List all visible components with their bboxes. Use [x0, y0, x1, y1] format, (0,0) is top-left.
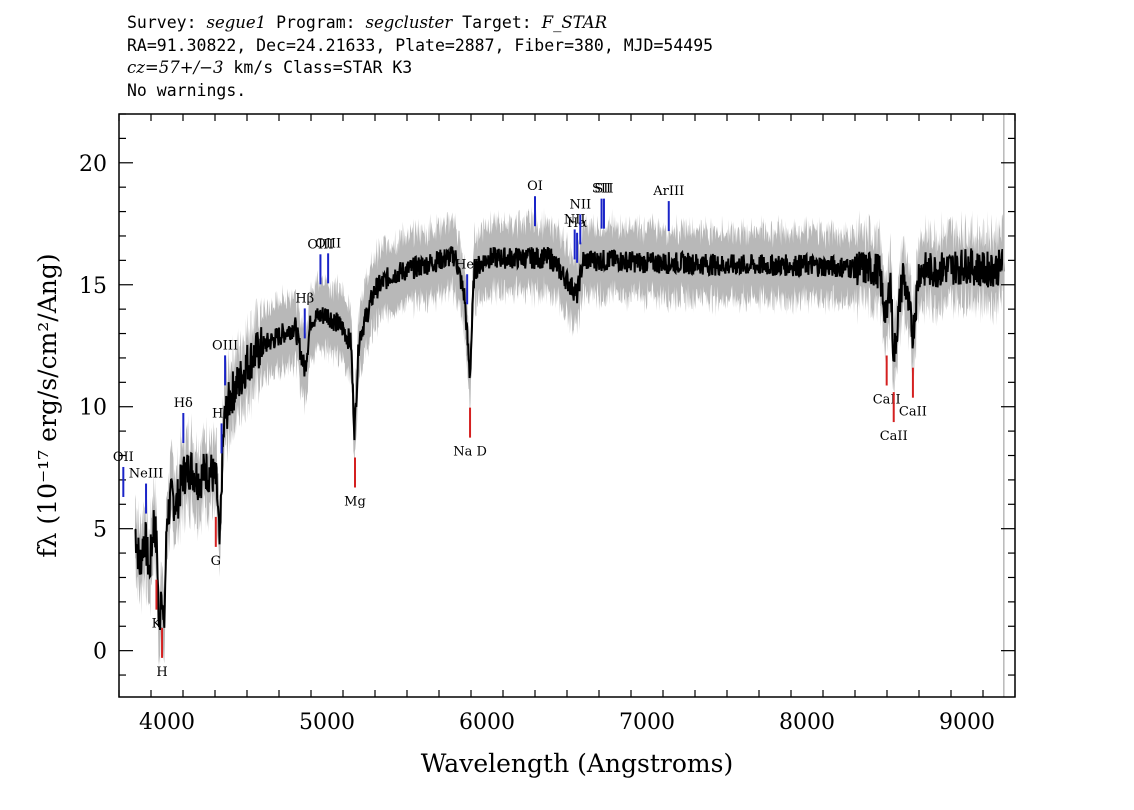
header-line-1: Survey: segue1 Program: segcluster Targe…	[127, 12, 713, 35]
spectrum-line	[134, 246, 1005, 631]
y-tick-label: 15	[79, 274, 107, 299]
emission-label: Hα	[567, 216, 587, 231]
absorption-label: CaII	[899, 405, 927, 420]
emission-label: ArIII	[652, 184, 684, 199]
emission-label: SII	[592, 182, 611, 197]
y-axis-title: fλ (10⁻¹⁷ erg/s/cm²/Ang)	[33, 253, 62, 557]
emission-label: OII	[113, 450, 134, 465]
emission-label: NeIII	[129, 467, 163, 482]
emission-label: Hγ	[212, 406, 231, 421]
absorption-label: K	[152, 617, 162, 632]
spectrum-header: Survey: segue1 Program: segcluster Targe…	[127, 12, 713, 102]
emission-label: NII	[569, 197, 591, 212]
absorption-label: G	[211, 554, 221, 569]
program-key: Program:	[266, 13, 366, 32]
target-value: F_STAR	[541, 13, 608, 32]
x-tick-label: 5000	[299, 710, 355, 735]
absorption-label: CaII	[880, 429, 908, 444]
emission-label: OIII	[212, 338, 238, 353]
y-tick-label: 10	[79, 396, 107, 421]
emission-label: OIII	[307, 237, 333, 252]
y-tick-label: 20	[79, 152, 107, 177]
x-tick-label: 8000	[779, 710, 835, 735]
header-line-4: No warnings.	[127, 80, 247, 100]
absorption-label: Mg	[344, 495, 366, 510]
target-key: Target:	[452, 13, 542, 32]
emission-label: Hδ	[174, 396, 193, 411]
y-tick-label: 0	[93, 640, 107, 665]
x-tick-label: 7000	[619, 710, 675, 735]
error-band	[135, 206, 1004, 667]
absorption-label: CaII	[873, 392, 901, 407]
survey-key: Survey:	[127, 13, 207, 32]
x-tick-label: 9000	[939, 710, 995, 735]
class-text: km/s Class=STAR K3	[223, 58, 413, 77]
emission-label: SII	[594, 182, 613, 197]
emission-label: HeI	[455, 257, 479, 272]
x-axis-title: Wavelength (Angstroms)	[421, 749, 733, 778]
absorption-label: Na D	[453, 445, 487, 460]
header-line-3: cz=57+/−3 km/s Class=STAR K3	[127, 57, 713, 80]
x-tick-label: 4000	[139, 710, 195, 735]
program-value: segcluster	[365, 13, 453, 32]
emission-label: Hβ	[295, 291, 314, 306]
x-tick-label: 6000	[459, 710, 515, 735]
redshift-value: cz=57+/−3	[127, 58, 224, 77]
emission-label: OI	[527, 179, 543, 194]
emission-label: OIII	[315, 236, 341, 251]
survey-value: segue1	[206, 13, 267, 32]
absorption-label: H	[156, 665, 167, 680]
header-line-2: RA=91.30822, Dec=24.21633, Plate=2887, F…	[127, 35, 714, 55]
y-tick-label: 5	[93, 518, 107, 543]
